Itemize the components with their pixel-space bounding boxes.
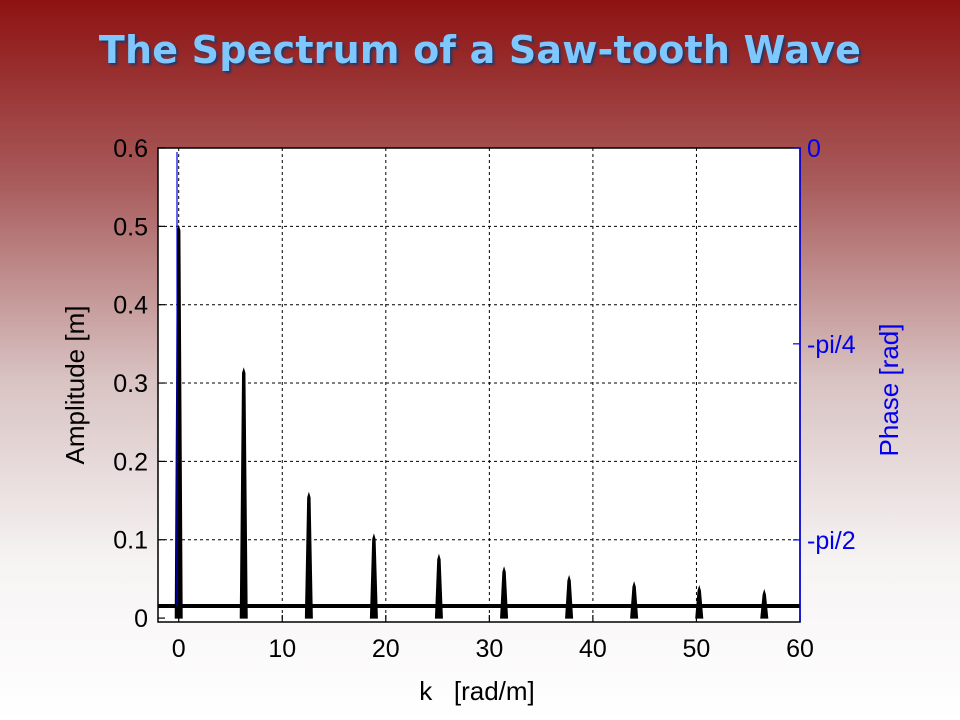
y-tick-label: 0.5	[113, 213, 148, 241]
y-tick-label: 0.2	[113, 448, 148, 476]
y-tick-label: 0.1	[113, 527, 148, 555]
y-axis-amplitude: 0 0.1 0.2 0.3 0.4 0.5 0.6	[113, 135, 165, 633]
x-tick-label: 50	[683, 635, 711, 663]
x-tick-label: 60	[786, 635, 814, 663]
x-tick-label: 30	[475, 635, 503, 663]
spectrum-peak	[630, 581, 639, 619]
spectrum-peak	[565, 574, 574, 619]
y-axis-phase: 0 -pi/4 -pi/2	[793, 135, 856, 555]
x-tick-label: 20	[372, 635, 400, 663]
spectrum-peak	[695, 585, 704, 619]
y-tick-label: 0.4	[113, 292, 148, 320]
y-tick-label: 0.6	[113, 135, 148, 163]
spectrum-peak	[304, 491, 313, 619]
y2-tick-label: -pi/4	[807, 331, 856, 359]
spectrum-peak	[369, 533, 378, 619]
spectrum-peak	[500, 566, 509, 619]
spectrum-peak	[239, 367, 248, 619]
x-axis-label: k [rad/m]	[419, 676, 535, 706]
y2-tick-label: -pi/2	[807, 527, 856, 555]
x-tick-label: 10	[268, 635, 296, 663]
x-tick-label: 40	[579, 635, 607, 663]
y2-axis-label: Phase [rad]	[874, 324, 904, 457]
y-axis-label: Amplitude [m]	[60, 306, 90, 465]
plot-area	[157, 147, 801, 623]
x-axis: 0 10 20 30 40 50 60	[172, 615, 814, 663]
spectrum-peak	[434, 553, 443, 619]
y2-tick-label: 0	[807, 135, 821, 163]
y-tick-label: 0.3	[113, 370, 148, 398]
y-tick-label: 0	[134, 605, 148, 633]
slide-title: The Spectrum of a Saw-tooth Wave	[98, 28, 862, 72]
spectrum-peak	[760, 588, 769, 619]
x-tick-label: 0	[172, 635, 186, 663]
